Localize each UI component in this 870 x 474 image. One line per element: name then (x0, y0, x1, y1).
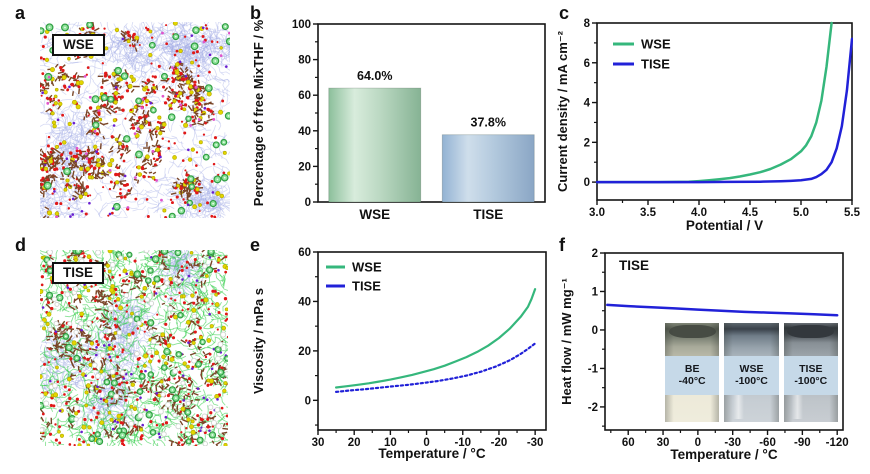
x-tick-label: 5.5 (844, 207, 861, 219)
chart-b: 0 20 40 60 80 100 Percentage of free MixTHF / … (251, 19, 546, 222)
y-tick-label: 0 (305, 197, 311, 209)
dsc-sample-label: TISE (619, 258, 650, 273)
vial-label-tise-temp: -100°C (794, 375, 828, 388)
chart-f: 60 30 0 -30 -60 -90 -120 -2 -1 0 1 2 Temperature / °… (559, 248, 849, 462)
panel-letter-e: e (250, 235, 261, 255)
x-tick-label: 30 (312, 437, 325, 449)
plot-frame (604, 252, 844, 431)
legend-label-wse: WSE (352, 260, 382, 275)
y-tick-label: 80 (298, 55, 311, 67)
vial-photo-tise: TISE -100°C (783, 323, 838, 422)
y-tick-label: 1 (592, 286, 599, 298)
y-tick-label: 60 (298, 90, 311, 102)
panel-letter-a: a (15, 3, 26, 23)
x-tick-label: 4.5 (742, 207, 759, 219)
y-tick-label: 40 (298, 296, 311, 308)
vial-label-wse-name: WSE (739, 362, 764, 375)
bar-wse (328, 87, 422, 203)
panel-letter-c: c (559, 3, 570, 23)
vial-label-be: BE -40°C (665, 355, 720, 396)
series-tise (335, 342, 537, 393)
vial-label-wse: WSE -100°C (724, 355, 779, 396)
y-tick-label: 0 (584, 177, 590, 189)
y-axis-title: Percentage of free MixTHF / % (251, 19, 266, 206)
x-tick-label: 0 (423, 437, 429, 449)
series-tise (606, 303, 839, 317)
x-tick-label: -20 (491, 437, 508, 449)
x-tick-label: 10 (384, 437, 397, 449)
plot-frame (596, 22, 853, 201)
vial-photo-wse: WSE -100°C (724, 323, 779, 422)
x-tick-label: 0 (695, 437, 701, 449)
y-tick-label: 20 (298, 346, 311, 358)
bar-value-label: 64.0% (357, 69, 392, 83)
vial-glass-highlight (733, 374, 744, 420)
y-tick-label: -1 (588, 363, 599, 375)
x-tick-label: -120 (826, 437, 849, 449)
vial-label-tise-name: TISE (799, 362, 823, 375)
y-tick-label: 0 (305, 395, 311, 407)
panel-letter-d: d (15, 235, 26, 255)
x-tick-label: -10 (454, 437, 471, 449)
y-tick-label: 0 (592, 325, 598, 337)
legend-label-tise: TISE (641, 57, 670, 72)
y-tick-label: 100 (292, 19, 311, 31)
bar-category-label: WSE (359, 207, 390, 222)
x-tick-label: -30 (527, 437, 544, 449)
y-tick-label: 4 (584, 98, 591, 110)
x-tick-label: 3.5 (640, 207, 657, 219)
vial-photo-insets: BE -40°C WSE -100°C TISE -100°C (665, 323, 838, 422)
y-tick-label: 6 (584, 58, 590, 70)
plot-frame (317, 251, 547, 431)
series-wse (596, 21, 833, 184)
chart-c: 3.0 3.5 4.0 4.5 5.0 5.5 0 2 4 6 8 Potential / V Curr… (555, 18, 861, 233)
x-tick-label: 20 (348, 437, 361, 449)
y-tick-label: 60 (298, 247, 311, 259)
series-tise (596, 37, 853, 184)
x-tick-label: 3.0 (589, 207, 605, 219)
y-tick-label: 2 (592, 248, 598, 260)
x-tick-label: 4.0 (691, 207, 707, 219)
vial-label-wse-temp: -100°C (735, 375, 768, 388)
x-tick-label: 5.0 (793, 207, 809, 219)
vial-glass-highlight (792, 374, 804, 420)
vial-label-tise: TISE -100°C (783, 355, 838, 396)
vial-cap (787, 324, 835, 338)
bar-value-label: 37.8% (471, 116, 506, 130)
y-tick-label: -2 (588, 402, 598, 414)
x-tick-label: 60 (622, 437, 635, 449)
vial-label-be-temp: -40°C (678, 375, 706, 388)
x-axis-title: Temperature / °C (670, 447, 777, 462)
panel-letter-f: f (559, 235, 565, 255)
x-axis-title: Temperature / °C (378, 446, 485, 461)
y-tick-label: 2 (584, 137, 590, 149)
y-tick-label: 20 (298, 161, 311, 173)
vial-label-be-name: BE (684, 362, 700, 375)
panel-letter-b: b (250, 3, 261, 23)
bar-category-label: TISE (473, 207, 503, 222)
chart-e: 30 20 10 0 -10 -20 -30 0 20 40 60 Temperature / °C V… (251, 247, 547, 461)
md-label-tise: TISE (52, 262, 105, 284)
vial-cap (668, 324, 716, 338)
x-tick-label: -30 (724, 437, 741, 449)
x-tick-label: 30 (657, 437, 670, 449)
y-tick-label: 40 (298, 126, 311, 138)
series-wse (335, 288, 537, 389)
y-tick-label: 8 (584, 18, 591, 30)
y-axis-title: Current density / mA cm⁻² (555, 30, 570, 192)
bar-tise (441, 134, 535, 203)
vial-photo-be: BE -40°C (665, 323, 720, 422)
legend-label-tise: TISE (352, 279, 381, 294)
legend-label-wse: WSE (641, 37, 671, 52)
x-axis-title: Potential / V (686, 218, 763, 233)
y-axis-title: Viscosity / mPa s (251, 288, 266, 394)
x-tick-label: -60 (759, 437, 776, 449)
y-axis-title: Heat flow / mW mg⁻¹ (559, 278, 574, 405)
x-tick-label: -90 (794, 437, 811, 449)
md-label-wse: WSE (52, 34, 105, 56)
